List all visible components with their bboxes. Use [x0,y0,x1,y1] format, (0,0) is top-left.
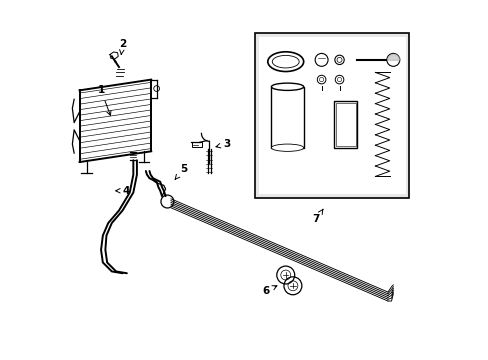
Bar [335,103,355,146]
Ellipse shape [272,55,299,68]
Ellipse shape [271,144,303,152]
Ellipse shape [271,83,303,90]
Bar [255,33,408,198]
Text: 7: 7 [312,209,323,224]
Bar [271,87,303,148]
Text: 1: 1 [97,85,111,116]
Bar [258,37,405,194]
Bar [191,142,202,147]
Text: 6: 6 [262,286,276,296]
Text: 2: 2 [119,39,126,54]
Bar [333,101,357,148]
Text: 3: 3 [216,139,230,149]
Text: 5: 5 [175,164,187,179]
Ellipse shape [267,52,303,72]
Text: 4: 4 [116,186,130,196]
